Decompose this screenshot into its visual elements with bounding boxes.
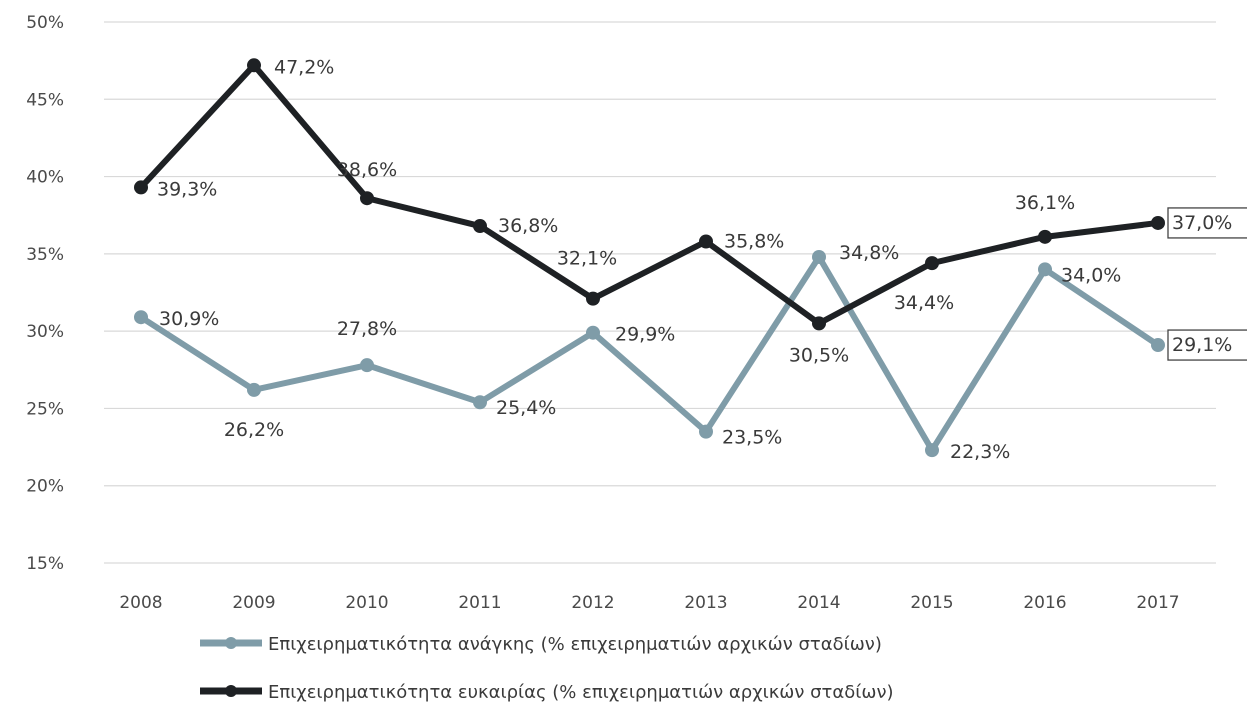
data-point: [1038, 229, 1052, 244]
data-point: [134, 180, 148, 195]
series-0: [134, 249, 1165, 458]
legend-item-need: Επιχειρηματικότητα ανάγκης (% επιχειρημα…: [200, 634, 882, 655]
legend-label-opportunity: Επιχειρηματικότητα ευκαιρίας (% επιχειρη…: [268, 682, 894, 703]
x-tick-label: 2017: [1136, 593, 1179, 613]
y-tick-label: 40%: [26, 168, 64, 188]
x-tick-label: 2011: [458, 593, 501, 613]
data-label: 38,6%: [337, 159, 397, 181]
data-label: 22,3%: [950, 441, 1010, 463]
series-1: [134, 58, 1165, 331]
data-label: 26,2%: [224, 419, 284, 441]
x-tick-label: 2015: [910, 593, 953, 613]
data-label: 27,8%: [337, 318, 397, 340]
data-point: [699, 234, 713, 249]
legend-item-opportunity: Επιχειρηματικότητα ευκαιρίας (% επιχειρη…: [200, 682, 894, 703]
series-line: [138, 62, 1161, 327]
data-label: 34,4%: [894, 292, 954, 314]
data-label: 37,0%: [1172, 212, 1232, 234]
end-label-box: [1167, 207, 1247, 239]
data-point: [812, 316, 826, 331]
data-label: 34,8%: [839, 242, 899, 264]
data-point: [247, 382, 261, 397]
data-point: [812, 249, 826, 264]
x-tick-label: 2010: [345, 593, 388, 613]
end-label-box: [1167, 329, 1247, 361]
y-tick-label: 30%: [26, 322, 64, 342]
data-label: 39,3%: [157, 178, 217, 200]
y-tick-label: 20%: [26, 477, 64, 497]
data-label: 30,9%: [159, 308, 219, 330]
series: [134, 58, 1165, 458]
data-point: [1151, 215, 1165, 230]
data-label: 23,5%: [722, 427, 782, 449]
data-point: [1151, 338, 1165, 353]
data-label: 36,8%: [498, 215, 558, 237]
data-point: [925, 256, 939, 271]
data-point: [360, 191, 374, 206]
data-point: [1038, 262, 1052, 277]
data-label: 32,1%: [557, 248, 617, 270]
x-tick-label: 2016: [1023, 593, 1066, 613]
data-label: 29,9%: [615, 324, 675, 346]
legend-marker-opportunity: [225, 685, 237, 697]
data-label: 47,2%: [274, 56, 334, 78]
x-tick-label: 2012: [571, 593, 614, 613]
data-point: [473, 395, 487, 410]
data-point: [473, 219, 487, 234]
data-label: 35,8%: [724, 230, 784, 252]
data-point: [699, 424, 713, 439]
y-tick-label: 35%: [26, 245, 64, 265]
data-label: 25,4%: [496, 397, 556, 419]
data-label: 36,1%: [1015, 192, 1075, 214]
data-point: [360, 358, 374, 373]
legend-marker-need: [225, 637, 237, 649]
data-point: [247, 58, 261, 73]
y-tick-label: 45%: [26, 90, 64, 110]
x-tick-label: 2014: [797, 593, 840, 613]
x-tick-label: 2013: [684, 593, 727, 613]
x-axis: 2008 2009 2010 2011 2012 2013 2014 2015 2016 2017: [119, 593, 1179, 613]
y-tick-label: 15%: [26, 554, 64, 574]
gridlines: [104, 21, 1216, 564]
data-point: [586, 291, 600, 306]
y-axis: 15% 20% 25% 30% 35% 40% 45% 50%: [26, 13, 64, 574]
legend: Επιχειρηματικότητα ανάγκης (% επιχειρημα…: [200, 634, 894, 703]
data-label: 34,0%: [1061, 264, 1121, 286]
x-tick-label: 2008: [119, 593, 162, 613]
y-tick-label: 25%: [26, 399, 64, 419]
data-label: 29,1%: [1172, 334, 1232, 356]
data-point: [134, 310, 148, 325]
data-label: 30,5%: [789, 344, 849, 366]
series-line: [138, 253, 1161, 454]
data-point: [586, 325, 600, 340]
x-tick-label: 2009: [232, 593, 275, 613]
y-tick-label: 50%: [26, 13, 64, 33]
data-point: [925, 443, 939, 458]
legend-label-need: Επιχειρηματικότητα ανάγκης (% επιχειρημα…: [268, 634, 882, 655]
data-labels: 30,9% 26,2% 27,8% 25,4% 29,9% 23,5% 34,8% 22,3%…: [157, 56, 1247, 463]
